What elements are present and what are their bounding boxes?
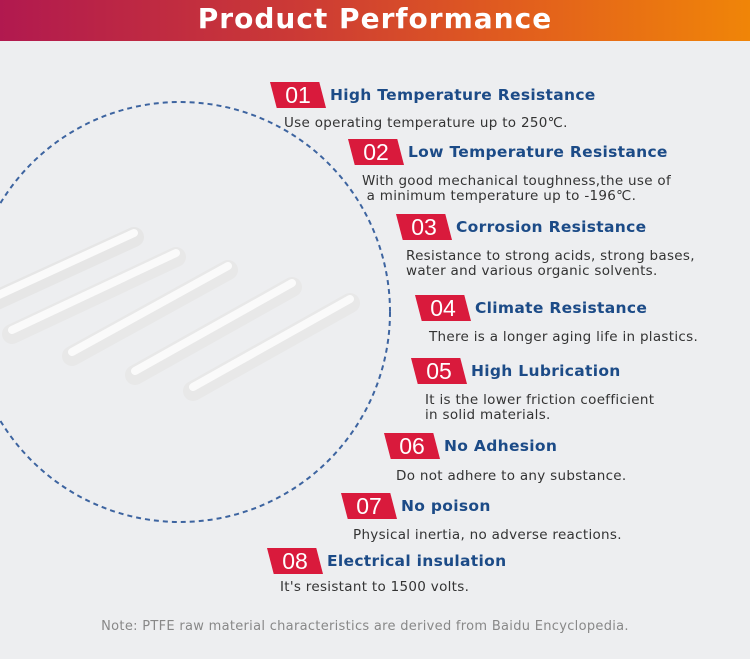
feature-description: It's resistant to 1500 volts. (280, 579, 470, 595)
number-badge: 06 (384, 433, 440, 459)
feature-description: There is a longer aging life in plastics… (429, 329, 699, 345)
feature-title: High Lubrication (471, 362, 621, 380)
number-badge: 05 (411, 358, 467, 384)
rod-highlight (189, 295, 354, 391)
feature-title: High Temperature Resistance (330, 86, 596, 104)
feature-title: Electrical insulation (327, 552, 507, 570)
feature-description: It is the lower friction coefficient in … (425, 392, 655, 423)
feature-item: 08 Electrical insulation It's resistant t… (267, 548, 506, 595)
number-badge: 02 (348, 139, 404, 165)
rod-highlight (131, 279, 296, 375)
dashed-circle (0, 101, 391, 523)
rod-highlight (68, 262, 232, 356)
feature-title: Corrosion Resistance (456, 218, 647, 236)
rod-highlight (0, 229, 138, 299)
feature-item: 06 No Adhesion Do not adhere to any subst… (384, 433, 627, 484)
source-note: Note: PTFE raw material characteristics … (101, 619, 629, 634)
feature-description: Physical inertia, no adverse reactions. (353, 527, 622, 543)
page-title: Product Performance (197, 2, 553, 35)
feature-title: No poison (401, 497, 491, 515)
feature-item: 04 Climate Resistance There is a longer a… (415, 295, 698, 345)
number-badge: 04 (415, 295, 471, 321)
feature-item: 05 High Lubrication It is the lower frict… (411, 358, 654, 423)
feature-title: Low Temperature Resistance (408, 143, 668, 161)
number-badge: 01 (270, 82, 326, 108)
feature-item: 01 High Temperature Resistance Use operat… (270, 82, 596, 131)
feature-item: 02 Low Temperature Resistance With good m… (348, 139, 671, 204)
feature-title: Climate Resistance (475, 299, 648, 317)
feature-description: Use operating temperature up to 250℃. (284, 115, 568, 131)
rod-highlight (8, 249, 180, 334)
feature-title: No Adhesion (444, 437, 558, 455)
feature-description: With good mechanical toughness,the use o… (362, 173, 672, 204)
feature-item: 07 No poison Physical inertia, no adverse… (341, 493, 622, 543)
number-badge: 08 (267, 548, 323, 574)
number-badge: 03 (396, 214, 452, 240)
feature-description: Do not adhere to any substance. (396, 468, 627, 484)
header-banner: Product Performance (0, 0, 750, 41)
feature-item: 03 Corrosion Resistance Resistance to str… (396, 214, 695, 279)
number-badge: 07 (341, 493, 397, 519)
feature-description: Resistance to strong acids, strong bases… (406, 248, 695, 279)
